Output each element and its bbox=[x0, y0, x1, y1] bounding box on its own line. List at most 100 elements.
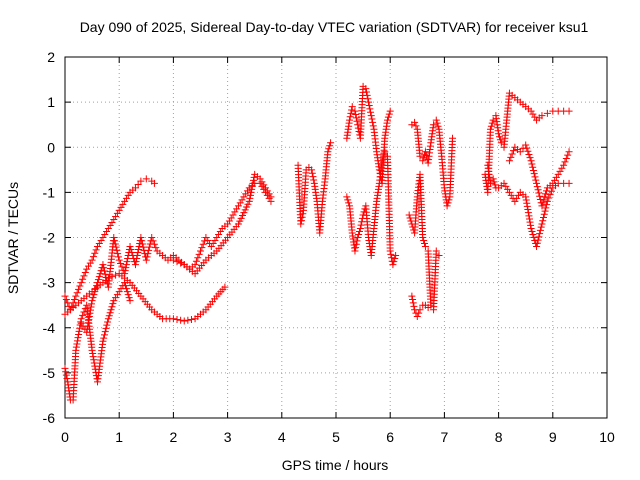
data-point bbox=[77, 318, 85, 326]
data-point bbox=[326, 142, 334, 150]
data-point bbox=[345, 199, 353, 207]
data-point bbox=[72, 292, 80, 300]
data-point bbox=[108, 303, 116, 311]
data-point bbox=[534, 186, 542, 194]
data-point bbox=[104, 224, 112, 232]
data-point bbox=[80, 272, 88, 280]
data-point bbox=[191, 261, 199, 269]
series-prn-track-l bbox=[481, 89, 573, 196]
data-point bbox=[202, 234, 210, 241]
data-point bbox=[90, 291, 98, 299]
data-point bbox=[352, 114, 360, 122]
data-point bbox=[365, 102, 373, 110]
data-point bbox=[505, 188, 513, 196]
data-point bbox=[180, 317, 188, 325]
data-point bbox=[123, 288, 131, 296]
data-point bbox=[89, 253, 97, 261]
data-point bbox=[444, 199, 452, 207]
data-point bbox=[114, 250, 122, 258]
data-point bbox=[73, 340, 81, 348]
data-point bbox=[121, 197, 129, 205]
data-point bbox=[443, 202, 451, 210]
data-point bbox=[197, 247, 204, 255]
data-point bbox=[354, 234, 362, 241]
data-point bbox=[94, 243, 102, 251]
data-point bbox=[149, 237, 157, 245]
data-point bbox=[256, 175, 264, 183]
data-point bbox=[173, 258, 181, 266]
data-point bbox=[145, 243, 153, 251]
data-point bbox=[564, 151, 572, 159]
data-point bbox=[386, 107, 394, 115]
data-point bbox=[500, 179, 508, 187]
data-point bbox=[420, 237, 428, 245]
data-point bbox=[150, 179, 158, 187]
data-point bbox=[433, 119, 441, 127]
data-point bbox=[177, 316, 185, 324]
data-point bbox=[419, 234, 427, 241]
data-point bbox=[249, 176, 257, 184]
data-point bbox=[145, 246, 153, 254]
data-point bbox=[421, 148, 429, 156]
data-point bbox=[84, 262, 92, 270]
data-point bbox=[137, 234, 145, 241]
data-point bbox=[545, 194, 553, 202]
data-point bbox=[88, 300, 96, 308]
data-point bbox=[62, 368, 70, 376]
data-point bbox=[297, 220, 305, 228]
data-point bbox=[215, 230, 223, 238]
data-point bbox=[124, 291, 132, 299]
data-point bbox=[346, 113, 354, 121]
data-point bbox=[100, 267, 108, 275]
data-point bbox=[101, 230, 109, 238]
data-point bbox=[100, 334, 108, 342]
data-point bbox=[104, 318, 112, 326]
data-point bbox=[177, 259, 185, 267]
data-point bbox=[115, 256, 123, 264]
data-point bbox=[95, 273, 103, 281]
data-point bbox=[362, 85, 370, 93]
data-point bbox=[225, 217, 233, 225]
x-tick-label: 5 bbox=[332, 429, 340, 445]
data-point bbox=[524, 209, 532, 217]
data-point bbox=[207, 243, 215, 251]
data-point bbox=[409, 299, 417, 307]
data-point bbox=[561, 158, 569, 166]
data-point bbox=[121, 267, 129, 275]
y-tick-label: -5 bbox=[43, 365, 56, 381]
data-point bbox=[96, 270, 104, 278]
data-point bbox=[344, 196, 352, 204]
data-point bbox=[416, 152, 424, 160]
data-point bbox=[110, 297, 118, 305]
data-point bbox=[131, 261, 139, 269]
data-point bbox=[383, 116, 391, 124]
data-point bbox=[527, 157, 535, 165]
data-point bbox=[540, 210, 548, 218]
data-point bbox=[497, 139, 505, 147]
data-point bbox=[83, 328, 91, 336]
data-point bbox=[434, 122, 442, 130]
data-point bbox=[309, 173, 317, 181]
data-point bbox=[496, 133, 504, 141]
data-point bbox=[343, 193, 351, 201]
data-point bbox=[369, 118, 377, 126]
data-point bbox=[536, 230, 544, 238]
data-point bbox=[75, 327, 83, 335]
data-point bbox=[490, 178, 498, 186]
data-point bbox=[354, 121, 362, 129]
data-point bbox=[94, 276, 102, 284]
data-point bbox=[75, 331, 83, 339]
data-point bbox=[260, 181, 268, 189]
data-point bbox=[106, 309, 114, 317]
data-point bbox=[308, 166, 316, 174]
data-point bbox=[93, 282, 101, 290]
data-point bbox=[111, 240, 119, 248]
data-point bbox=[81, 268, 89, 276]
data-point bbox=[384, 113, 392, 121]
data-point bbox=[539, 199, 547, 207]
data-point bbox=[113, 291, 121, 299]
data-point bbox=[366, 105, 374, 113]
data-point bbox=[524, 147, 532, 155]
data-point bbox=[123, 258, 131, 266]
data-point bbox=[508, 150, 516, 158]
